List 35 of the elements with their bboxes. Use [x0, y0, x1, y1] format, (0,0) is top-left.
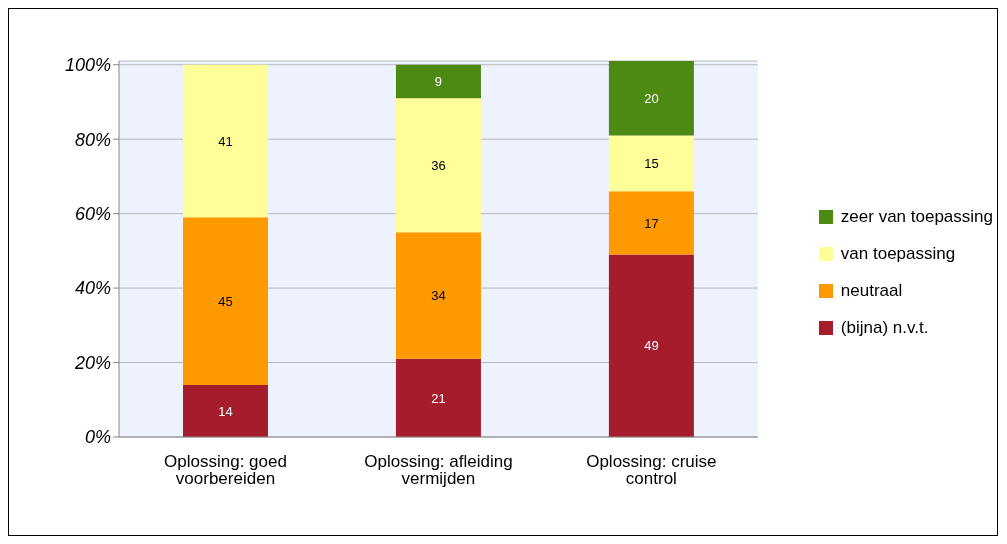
legend-label: (bijna) n.v.t. — [840, 317, 929, 338]
bar — [183, 64, 268, 218]
bar — [608, 61, 694, 136]
data-label: 14 — [218, 403, 233, 419]
bar — [183, 384, 268, 437]
data-label: 9 — [434, 74, 443, 90]
data-label: 45 — [218, 293, 233, 309]
y-tick-label: 20% — [73, 352, 111, 373]
data-label: 15 — [644, 155, 659, 171]
data-label: 36 — [431, 157, 446, 173]
y-tick-label: 40% — [74, 278, 111, 299]
data-label: 41 — [218, 133, 233, 149]
legend-label: zeer van toepassing — [840, 206, 993, 227]
bar — [608, 191, 694, 255]
data-label: 49 — [644, 338, 659, 354]
bar — [395, 232, 481, 359]
bar — [395, 98, 481, 233]
data-label: 20 — [644, 90, 659, 106]
legend-label: neutraal — [840, 280, 903, 301]
data-label: 21 — [431, 390, 446, 406]
bar — [395, 64, 481, 99]
y-tick-label: 80% — [74, 129, 111, 150]
bar — [608, 254, 694, 437]
y-tick-label: 100% — [64, 55, 111, 76]
x-tick-label: Oplossing: cruise control — [586, 452, 717, 489]
data-label: 17 — [644, 215, 659, 231]
legend-label: van toepassing — [840, 243, 956, 264]
data-label: 34 — [431, 288, 446, 304]
x-tick-label: Oplossing: goed voorbereiden — [164, 452, 287, 489]
x-tick-label: Oplossing: afleiding vermijden — [364, 452, 513, 489]
y-tick-label: 60% — [74, 204, 111, 225]
bar — [395, 358, 481, 437]
bar — [183, 217, 268, 385]
y-tick-label: 0% — [84, 427, 111, 448]
bar — [608, 135, 694, 192]
